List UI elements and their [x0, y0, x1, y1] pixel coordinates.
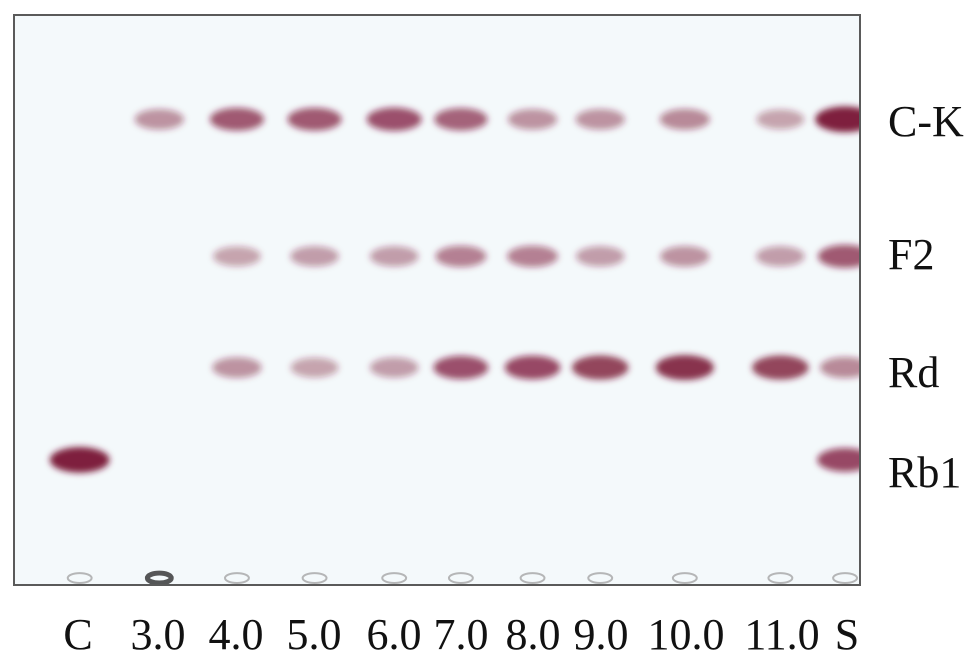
spot-rb1-lane-C	[49, 446, 110, 473]
lane-label-8: 8.0	[505, 610, 561, 659]
spot-c-k-lane-8.0	[507, 108, 558, 130]
spot-c-k-lane-S	[815, 106, 859, 133]
spot-rd-lane-S	[819, 357, 859, 379]
spot-rb1-lane-S	[817, 447, 859, 472]
spot-rd-lane-6.0	[369, 357, 419, 378]
lane-label-3: 3.0	[130, 610, 186, 659]
lane-label-7: 7.0	[433, 610, 489, 659]
spot-rd-lane-5.0	[290, 357, 339, 378]
spot-f2-lane-11.0	[756, 246, 805, 267]
lane-label-4: 4.0	[208, 610, 264, 659]
spot-c-k-lane-7.0	[434, 107, 488, 131]
spot-f2-lane-5.0	[290, 246, 339, 267]
spot-rd-lane-11.0	[752, 355, 809, 380]
spot-f2-lane-S	[818, 244, 859, 268]
band-label-rb1: Rb1	[888, 448, 962, 497]
spot-rd-lane-9.0	[571, 355, 629, 380]
spot-rd-lane-4.0	[212, 357, 262, 378]
band-label-f2: F2	[888, 230, 935, 279]
lane-label-11: 11.0	[744, 610, 820, 659]
lane-label-s: S	[834, 610, 860, 659]
spot-rd-lane-7.0	[433, 355, 489, 380]
spot-f2-lane-9.0	[575, 246, 625, 267]
origin-spot-lane-4.0	[224, 572, 250, 584]
origin-spot-lane-6.0	[381, 572, 408, 584]
tlc-plate	[13, 14, 861, 586]
spot-c-k-lane-3.0	[134, 108, 184, 130]
spot-rd-lane-10.0	[655, 355, 714, 381]
lane-label-9: 9.0	[573, 610, 629, 659]
spot-c-k-lane-11.0	[756, 109, 805, 130]
origin-spot-lane-5.0	[301, 572, 328, 584]
spot-f2-lane-6.0	[369, 246, 419, 267]
origin-spot-lane-S	[832, 572, 859, 584]
spot-c-k-lane-10.0	[659, 108, 710, 130]
band-label-ck: C-K	[888, 97, 964, 146]
spot-f2-lane-10.0	[660, 245, 710, 267]
spot-f2-lane-7.0	[435, 245, 487, 268]
origin-spot-lane-C	[66, 572, 93, 584]
origin-spot-lane-9.0	[587, 572, 614, 584]
spot-f2-lane-8.0	[507, 245, 559, 268]
origin-spot-lane-7.0	[447, 572, 474, 584]
spot-c-k-lane-4.0	[209, 107, 265, 131]
spot-rd-lane-8.0	[504, 355, 561, 380]
lane-label-6: 6.0	[366, 610, 422, 659]
spot-c-k-lane-9.0	[575, 108, 625, 130]
spot-c-k-lane-5.0	[287, 107, 342, 131]
origin-spot-lane-11.0	[767, 572, 794, 584]
lane-label-5: 5.0	[286, 610, 342, 659]
lane-label-c: C	[63, 610, 93, 659]
spot-f2-lane-4.0	[213, 246, 261, 267]
origin-spot-lane-8.0	[519, 572, 546, 584]
origin-spot-lane-3.0	[144, 570, 174, 584]
spot-c-k-lane-6.0	[366, 107, 422, 131]
lane-label-10: 10.0	[647, 610, 725, 659]
band-label-rd: Rd	[888, 348, 940, 397]
tlc-plate-spots	[49, 106, 859, 584]
origin-spot-lane-10.0	[671, 572, 698, 584]
